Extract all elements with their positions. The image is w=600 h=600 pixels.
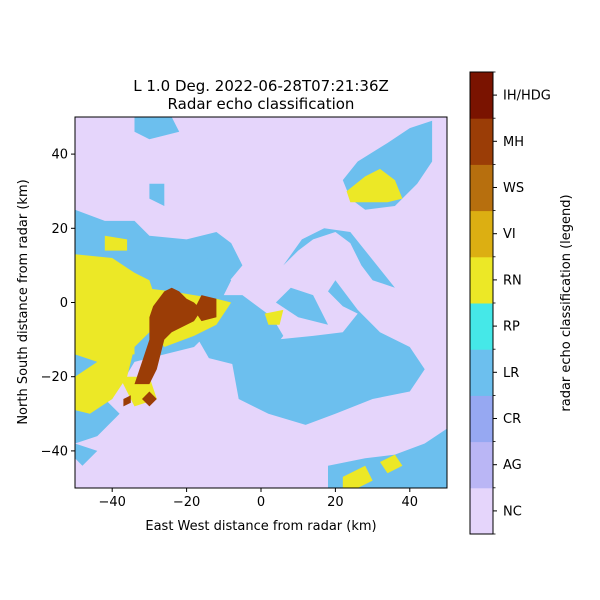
echo-region-rn: [104, 235, 128, 251]
colorbar-swatch-rp: [470, 303, 493, 350]
colorbar-swatch-cr: [470, 395, 493, 443]
echo-region-rn: [342, 465, 373, 488]
y-tick-label: 20: [51, 222, 68, 237]
colorbar-swatch-mh: [470, 118, 493, 165]
y-tick-label: −40: [41, 444, 68, 459]
echo-region-lr: [231, 280, 425, 425]
colorbar-swatch-vi: [470, 210, 493, 258]
colorbar-tick-label: VI: [503, 227, 516, 242]
colorbar-tick-label: LR: [503, 366, 519, 381]
colorbar-tick-label: RN: [503, 273, 522, 288]
echo-region-mh: [123, 395, 131, 407]
colorbar-label: radar echo classification (legend): [559, 194, 574, 411]
x-axis: −40 −20 0 20 40: [98, 488, 418, 510]
x-axis-label: East West distance from radar (km): [145, 519, 376, 534]
echo-region-mh: [194, 295, 217, 322]
colorbar-swatch-rn: [470, 256, 493, 304]
colorbar-tick-label: WS: [503, 181, 524, 196]
echo-region-lr: [149, 183, 165, 206]
x-tick-label: 40: [402, 495, 419, 510]
y-tick-label: 0: [60, 296, 68, 311]
plot-area: [74, 116, 448, 489]
colorbar-tick-label: CR: [503, 412, 521, 427]
echo-region-rn: [380, 454, 403, 474]
x-tick-label: 0: [257, 495, 265, 510]
y-tick-label: −20: [41, 370, 68, 385]
colorbar-tick-label: MH: [503, 135, 524, 150]
echo-region-lr: [75, 443, 98, 466]
echo-region-mh: [142, 391, 157, 407]
y-axis-label: North South distance from radar (km): [16, 179, 31, 424]
echo-region-lr: [134, 117, 180, 140]
x-tick-label: −20: [173, 495, 200, 510]
colorbar-swatch-nc: [470, 487, 493, 535]
echo-region-rn: [75, 309, 135, 355]
chart-title-line2: Radar echo classification: [168, 95, 355, 113]
echo-region-rn: [264, 309, 284, 325]
y-tick-label: 40: [51, 148, 68, 163]
colorbar-swatch-ws: [470, 164, 493, 212]
colorbar-tick-label: NC: [503, 504, 522, 519]
echo-region-mh: [134, 287, 202, 385]
colorbar-tick-label: AG: [503, 458, 522, 473]
echo-region-rn: [346, 168, 403, 203]
colorbar-tick-label: IH/HDG: [503, 89, 551, 104]
colorbar-swatch-ih-hdg: [470, 72, 493, 119]
x-tick-label: 20: [327, 495, 344, 510]
colorbar-swatch-ag: [470, 441, 493, 489]
echo-region-lr: [275, 287, 328, 325]
colorbar-tick-label: RP: [503, 320, 520, 335]
chart-title-line1: L 1.0 Deg. 2022-06-28T07:21:36Z: [133, 77, 389, 95]
colorbar: NC AG CR LR RP RN VI WS MH IH/HDG: [469, 71, 551, 535]
echo-region-lr: [283, 228, 395, 288]
y-axis: −40 −20 0 20 40: [41, 148, 75, 459]
colorbar-swatch-lr: [470, 349, 493, 396]
x-tick-label: −40: [98, 495, 125, 510]
